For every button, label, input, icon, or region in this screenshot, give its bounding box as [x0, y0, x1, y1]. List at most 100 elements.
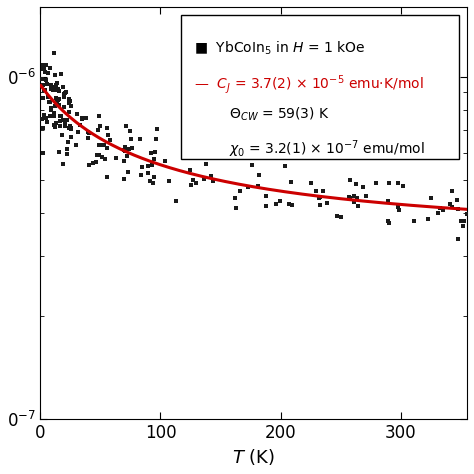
Point — [323, 200, 331, 207]
Point — [209, 177, 216, 185]
Point — [39, 124, 47, 132]
Point — [53, 94, 60, 102]
Point — [337, 213, 345, 221]
Point — [67, 124, 75, 132]
Point — [51, 102, 59, 110]
Point — [78, 114, 85, 122]
Point — [244, 183, 252, 191]
Point — [384, 197, 392, 205]
Point — [434, 209, 442, 217]
Point — [46, 98, 53, 105]
Point — [121, 147, 129, 155]
Point — [399, 182, 406, 190]
Point — [200, 175, 208, 182]
Point — [56, 117, 64, 125]
Point — [254, 182, 261, 190]
Point — [237, 187, 244, 195]
Point — [39, 61, 46, 69]
FancyBboxPatch shape — [181, 15, 458, 159]
Point — [38, 76, 46, 83]
Point — [137, 136, 144, 143]
Point — [317, 193, 324, 201]
Point — [62, 89, 70, 96]
Point — [51, 123, 59, 131]
Point — [39, 65, 46, 73]
Point — [139, 164, 146, 171]
Point — [52, 81, 59, 89]
Point — [52, 86, 60, 93]
Point — [56, 122, 64, 130]
Point — [372, 179, 380, 187]
Point — [61, 89, 69, 96]
Point — [395, 203, 402, 210]
Point — [58, 131, 66, 139]
Point — [73, 142, 80, 149]
Point — [103, 173, 111, 181]
Point — [97, 141, 104, 149]
Point — [51, 123, 59, 131]
Point — [232, 204, 240, 212]
Point — [84, 135, 91, 142]
Point — [448, 187, 456, 194]
Point — [107, 136, 114, 144]
Point — [186, 166, 193, 173]
Point — [189, 176, 197, 183]
Point — [161, 157, 168, 164]
Point — [427, 195, 435, 202]
Text: $\blacksquare$  YbCoIn$_5$ in $\it{H}$ = 1 kOe: $\blacksquare$ YbCoIn$_5$ in $\it{H}$ = … — [194, 40, 365, 57]
Point — [65, 109, 73, 116]
Point — [353, 194, 361, 201]
Point — [120, 146, 128, 153]
Point — [96, 113, 103, 120]
Point — [53, 80, 61, 87]
Point — [47, 106, 55, 113]
Point — [231, 194, 238, 201]
Point — [150, 155, 158, 162]
Point — [425, 215, 432, 223]
Point — [354, 202, 362, 210]
Point — [45, 93, 52, 100]
Text: $\bf{—}$  $C_J$ = 3.7(2) × 10$^{-5}$ emu·K/mol: $\bf{—}$ $C_J$ = 3.7(2) × 10$^{-5}$ emu·… — [194, 73, 424, 96]
Point — [56, 113, 64, 120]
Point — [40, 86, 47, 93]
Point — [125, 146, 132, 153]
Point — [173, 198, 180, 205]
Point — [346, 194, 354, 201]
Point — [43, 118, 51, 126]
Point — [288, 201, 296, 209]
Point — [47, 82, 55, 89]
Point — [67, 102, 74, 109]
Point — [460, 223, 467, 230]
Point — [40, 94, 47, 101]
Text: $\chi_0$ = 3.2(1) × 10$^{-7}$ emu/mol: $\chi_0$ = 3.2(1) × 10$^{-7}$ emu/mol — [194, 139, 425, 160]
Point — [353, 180, 360, 188]
Point — [385, 179, 393, 187]
Point — [42, 76, 50, 84]
Point — [153, 125, 160, 133]
Point — [85, 129, 92, 137]
Point — [120, 175, 128, 183]
Point — [103, 124, 110, 132]
Point — [287, 178, 294, 185]
Point — [65, 125, 73, 132]
Point — [439, 206, 447, 214]
Point — [454, 197, 461, 204]
Point — [50, 86, 57, 94]
Point — [55, 96, 63, 103]
Point — [57, 112, 64, 120]
X-axis label: $T$ (K): $T$ (K) — [232, 447, 275, 467]
Point — [152, 135, 159, 142]
Point — [57, 70, 65, 77]
Point — [192, 180, 200, 187]
Point — [148, 150, 155, 157]
Point — [255, 172, 263, 179]
Point — [312, 187, 320, 195]
Point — [410, 217, 418, 225]
Point — [262, 192, 270, 200]
Point — [67, 133, 74, 140]
Point — [50, 121, 58, 129]
Point — [90, 159, 97, 166]
Point — [447, 200, 454, 208]
Point — [46, 113, 54, 120]
Point — [66, 122, 74, 129]
